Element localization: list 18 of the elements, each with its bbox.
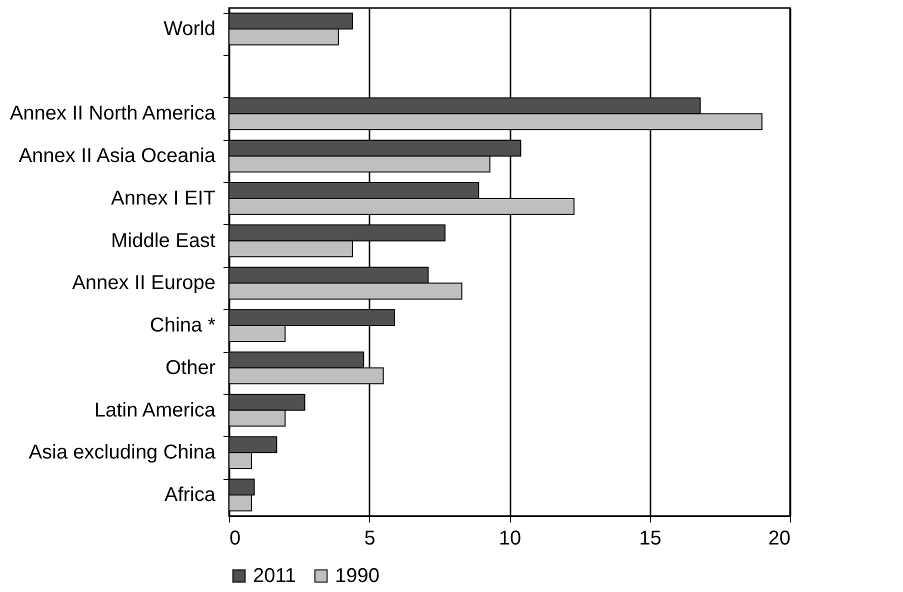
legend-label: 1990 [335, 565, 380, 587]
legend-label: 2011 [253, 565, 296, 587]
y-tick-label: Annex II Europe [72, 272, 216, 294]
x-tick-label: 15 [639, 528, 662, 550]
y-tick-label: Middle East [111, 230, 216, 252]
y-tick-label: Annex II North America [10, 102, 216, 125]
y-tick-label: Other [165, 356, 216, 379]
x-tick-label: 5 [364, 528, 376, 550]
y-tick-label: World [164, 18, 216, 40]
y-tick-label: Annex I EIT [111, 187, 216, 210]
y-tick-label: Annex II Asia Oceania [18, 145, 216, 168]
x-tick-label: 0 [230, 528, 241, 550]
y-tick-label: China * [150, 314, 216, 337]
x-tick-label: 20 [768, 528, 790, 550]
y-tick-label: Asia excluding China [28, 442, 216, 464]
y-tick-label: Africa [164, 484, 216, 506]
y-tick-label: Latin America [94, 399, 216, 422]
x-tick-label: 10 [498, 528, 522, 550]
